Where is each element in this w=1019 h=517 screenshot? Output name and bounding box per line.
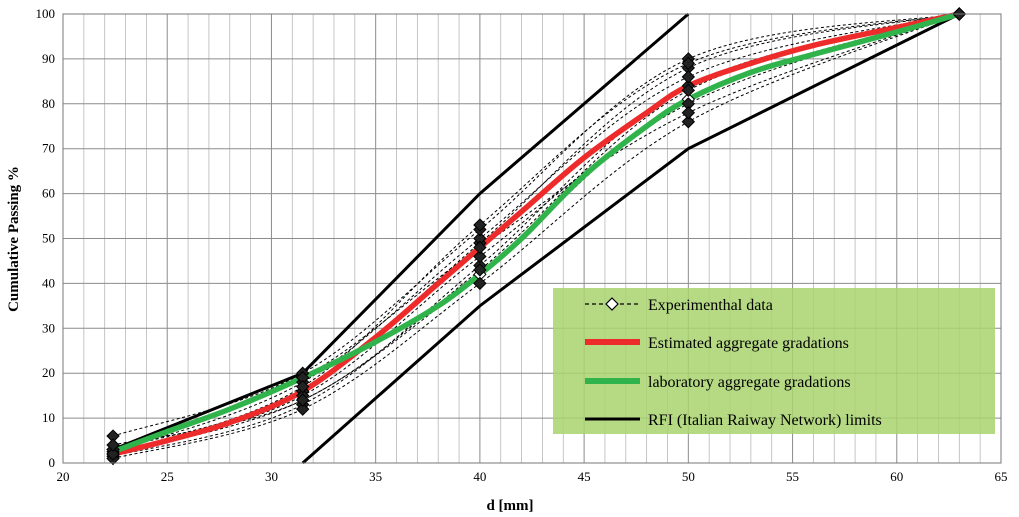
rfi-limit-line — [301, 13, 960, 464]
x-tick-label: 35 — [369, 469, 382, 484]
experimental-marker — [681, 56, 696, 71]
experimental-marker — [106, 447, 120, 461]
legend-item-laboratory: laboratory aggregate gradations — [585, 374, 851, 391]
experimental-marker — [681, 115, 696, 129]
legend-background — [553, 288, 995, 434]
legend-item-experimental: Experimenthal data — [585, 297, 773, 314]
experimental-marker — [473, 218, 487, 232]
estimated-curve-line — [112, 11, 960, 457]
experimental-marker — [681, 70, 696, 84]
y-tick-label: 100 — [36, 6, 56, 21]
y-tick-label: 70 — [42, 141, 55, 156]
y-tick-label: 40 — [42, 275, 55, 290]
y-tick-label: 30 — [42, 320, 55, 335]
y-tick-label: 20 — [42, 365, 55, 380]
experimental-marker — [296, 402, 310, 416]
experimental-marker — [681, 106, 696, 120]
x-tick-label: 45 — [578, 469, 591, 484]
laboratory-gradation-curve — [112, 11, 961, 455]
experimental-curve — [112, 13, 960, 453]
x-tick-label: 50 — [682, 469, 695, 484]
plot-frame — [62, 13, 1002, 464]
estimated-gradation-curve — [112, 11, 960, 457]
legend: Experimenthal data Estimated aggregate g… — [553, 288, 995, 434]
rfi-limit-line — [112, 13, 690, 451]
x-tick-label: 40 — [473, 469, 486, 484]
experimental-curve — [112, 13, 960, 459]
experimental-marker — [106, 438, 120, 452]
y-tick-label: 90 — [42, 51, 55, 66]
experimental-marker — [296, 379, 310, 394]
y-tick-label: 80 — [42, 96, 55, 111]
y-tick-label: 10 — [42, 410, 55, 425]
legend-diamond-icon — [605, 297, 619, 311]
experimental-marker — [681, 83, 696, 98]
legend-item-estimated: Estimated aggregate gradations — [585, 335, 849, 352]
x-tick-label: 25 — [161, 469, 174, 484]
legend-label-rfi: RFI (Italian Raiway Network) limits — [648, 412, 882, 429]
experimental-marker — [296, 393, 310, 407]
legend-item-rfi: RFI (Italian Raiway Network) limits — [585, 412, 882, 429]
experimental-marker — [473, 263, 487, 277]
rfi-limit-lines — [112, 13, 960, 464]
x-tick-label: 65 — [995, 469, 1008, 484]
experimental-marker — [473, 249, 487, 264]
laboratory-curve-line — [112, 11, 961, 455]
y-tick-label: 60 — [42, 186, 55, 201]
experimental-curve — [112, 13, 960, 455]
experimental-curve — [112, 13, 960, 446]
tick-labels: 20 25 30 35 40 45 50 55 60 65 0 10 20 30 40 50 60 70 80 90 1… — [36, 6, 1008, 484]
experimental-marker — [473, 240, 487, 255]
x-tick-label: 55 — [786, 469, 799, 484]
y-tick-label: 50 — [42, 231, 55, 246]
x-tick-label: 60 — [890, 469, 903, 484]
legend-label-estimated: Estimated aggregate gradations — [648, 335, 849, 352]
x-tick-label: 20 — [57, 469, 70, 484]
experimental-marker — [473, 276, 487, 291]
legend-label-laboratory: laboratory aggregate gradations — [648, 374, 851, 391]
axes — [62, 13, 1002, 464]
legend-label-experimental: Experimenthal data — [648, 297, 773, 314]
y-axis-title: Cumulative Passing % — [6, 166, 22, 312]
x-tick-label: 30 — [265, 469, 278, 484]
x-axis-title: d [mm] — [486, 498, 533, 514]
experimental-curve — [112, 13, 960, 450]
y-tick-label: 0 — [49, 455, 56, 470]
